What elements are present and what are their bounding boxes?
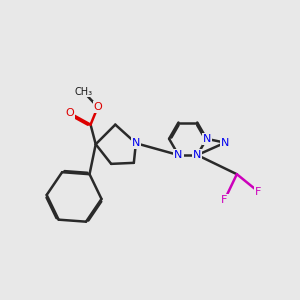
Text: N: N bbox=[221, 138, 229, 148]
Text: N: N bbox=[132, 138, 140, 148]
Text: CH₃: CH₃ bbox=[74, 87, 92, 97]
Text: F: F bbox=[255, 187, 262, 197]
Text: N: N bbox=[174, 150, 183, 160]
Text: F: F bbox=[221, 195, 228, 205]
Text: O: O bbox=[66, 108, 74, 118]
Text: O: O bbox=[93, 102, 102, 112]
Text: N: N bbox=[193, 150, 201, 160]
Text: N: N bbox=[202, 134, 211, 144]
